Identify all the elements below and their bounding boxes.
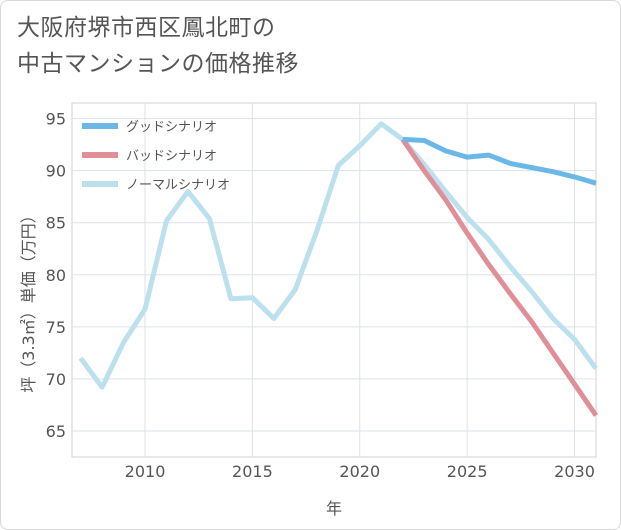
x-tick-label: 2020 <box>339 462 380 481</box>
legend-label: バッドシナリオ <box>126 149 217 164</box>
series-line <box>400 137 599 417</box>
y-tick-labels: 65 70 75 80 85 90 95 <box>46 110 66 441</box>
legend-label: ノーマルシナリオ <box>126 178 230 193</box>
y-axis-label: 坪（3.3㎡）単価（万円） <box>19 207 38 392</box>
x-axis-label: 年 <box>326 499 342 518</box>
x-tick-labels: 2010 2015 2020 2025 2030 <box>125 462 595 481</box>
x-tick-label: 2015 <box>232 462 273 481</box>
y-tick-label: 70 <box>46 370 66 389</box>
x-tick-label: 2025 <box>447 462 488 481</box>
y-tick-label: 90 <box>46 162 66 181</box>
y-tick-label: 75 <box>46 318 66 337</box>
series-lines <box>78 121 599 417</box>
y-tick-label: 80 <box>46 266 66 285</box>
y-tick-label: 65 <box>46 422 66 441</box>
x-tick-label: 2030 <box>554 462 595 481</box>
y-tick-label: 95 <box>46 110 66 129</box>
x-tick-label: 2010 <box>125 462 166 481</box>
chart-title: 大阪府堺市西区鳳北町の 中古マンションの価格推移 <box>17 15 299 77</box>
series-line <box>402 136 597 186</box>
legend-label: グッドシナリオ <box>126 120 217 135</box>
y-tick-label: 85 <box>46 214 66 233</box>
series-line <box>78 121 599 390</box>
